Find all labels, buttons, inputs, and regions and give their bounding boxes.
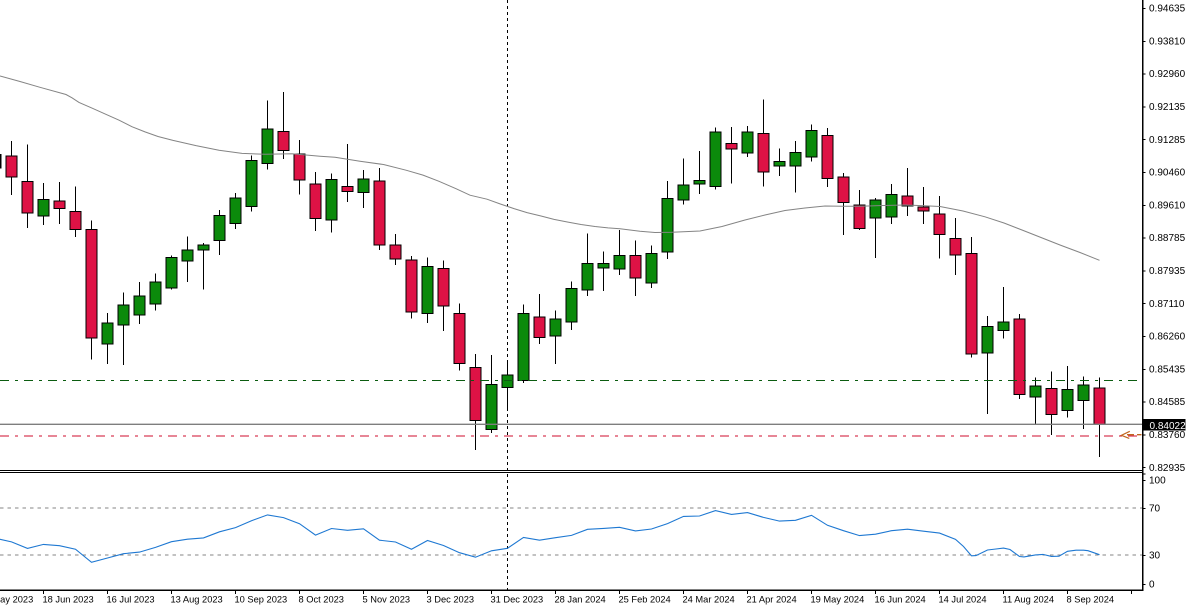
svg-text:21 May 2023: 21 May 2023 xyxy=(0,595,33,605)
svg-text:21 Apr 2024: 21 Apr 2024 xyxy=(747,595,797,605)
svg-text:0.94635: 0.94635 xyxy=(1149,4,1186,15)
svg-text:8 Sep 2024: 8 Sep 2024 xyxy=(1067,595,1115,605)
svg-text:0.92960: 0.92960 xyxy=(1149,69,1186,80)
svg-text:0.91285: 0.91285 xyxy=(1149,135,1186,146)
svg-text:0.83760: 0.83760 xyxy=(1149,430,1186,441)
svg-text:16 Jun 2024: 16 Jun 2024 xyxy=(875,595,926,605)
svg-text:0.92135: 0.92135 xyxy=(1149,102,1186,113)
svg-text:19 May 2024: 19 May 2024 xyxy=(811,595,865,605)
svg-text:0: 0 xyxy=(1149,579,1155,590)
svg-text:25 Feb 2024: 25 Feb 2024 xyxy=(619,595,671,605)
svg-text:31 Dec 2023: 31 Dec 2023 xyxy=(491,595,544,605)
svg-text:28 Jan 2024: 28 Jan 2024 xyxy=(555,595,606,605)
svg-text:30: 30 xyxy=(1149,551,1161,562)
svg-text:0.88785: 0.88785 xyxy=(1149,233,1186,244)
svg-text:100: 100 xyxy=(1149,476,1166,487)
svg-text:0.87935: 0.87935 xyxy=(1149,266,1186,277)
svg-text:10 Sep 2023: 10 Sep 2023 xyxy=(235,595,288,605)
svg-text:0.84585: 0.84585 xyxy=(1149,397,1186,408)
svg-text:14 Jul 2024: 14 Jul 2024 xyxy=(939,595,987,605)
svg-text:8 Oct 2023: 8 Oct 2023 xyxy=(299,595,344,605)
svg-text:11 Aug 2024: 11 Aug 2024 xyxy=(1003,595,1055,605)
svg-text:3 Dec 2023: 3 Dec 2023 xyxy=(427,595,475,605)
svg-text:0.86260: 0.86260 xyxy=(1149,332,1186,343)
svg-text:5 Nov 2023: 5 Nov 2023 xyxy=(363,595,411,605)
svg-text:0.87110: 0.87110 xyxy=(1149,299,1185,310)
svg-text:70: 70 xyxy=(1149,504,1161,515)
svg-text:16 Jul 2023: 16 Jul 2023 xyxy=(107,595,155,605)
svg-text:0.82935: 0.82935 xyxy=(1149,463,1186,474)
svg-text:13 Aug 2023: 13 Aug 2023 xyxy=(171,595,223,605)
svg-text:0.93810: 0.93810 xyxy=(1149,36,1186,47)
svg-text:0.84022: 0.84022 xyxy=(1150,421,1187,432)
svg-text:18 Jun 2023: 18 Jun 2023 xyxy=(43,595,94,605)
svg-text:0.85435: 0.85435 xyxy=(1149,364,1186,375)
svg-text:0.89610: 0.89610 xyxy=(1149,200,1186,211)
svg-text:0.90460: 0.90460 xyxy=(1149,168,1186,179)
svg-text:24 Mar 2024: 24 Mar 2024 xyxy=(683,595,735,605)
